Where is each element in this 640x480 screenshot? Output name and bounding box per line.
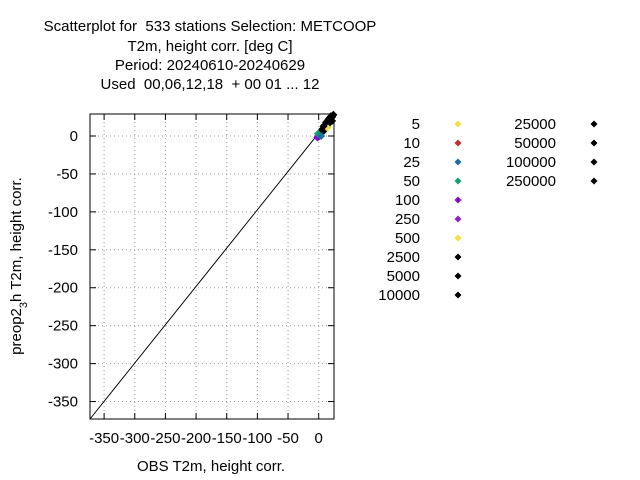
y-tick-label: -50 [56,166,78,183]
data-point [317,132,326,141]
x-tick-label: -350 [89,430,119,447]
legend-label: 50 [403,173,420,190]
legend-marker [590,139,598,147]
legend-marker [590,120,598,128]
y-tick-label: -150 [48,242,78,259]
y-tick-label: -300 [48,356,78,373]
x-axis-label: OBS T2m, height corr. [137,458,285,475]
legend-marker [454,177,462,185]
grid-lines [90,114,334,419]
legend-label: 100 [395,192,420,209]
chart-title-line-1: Scatterplot for 533 stations Selection: … [43,18,377,35]
x-tick-label: -250 [150,430,180,447]
x-tick-label: -300 [120,430,150,447]
x-tick-label: -50 [277,430,299,447]
x-tick-label: -200 [181,430,211,447]
chart-title-line-2: T2m, height corr. [deg C] [127,38,293,55]
y-tick-label: -250 [48,318,78,335]
legend-marker [454,120,462,128]
y-axis-label-sub: 3 [18,302,30,308]
y-axis-label: preop23h T2m, height corr. [8,177,30,355]
legend-label: 10000 [378,287,420,304]
x-tick-label: 0 [315,430,323,447]
identity-line [89,113,335,420]
reference-line-layer [89,113,335,420]
legend-label: 100000 [506,154,556,171]
legend-label: 500 [395,230,420,247]
legend: 5 10 25 50 100 250 500 2500 5000 10000 25000 50000 1… [378,116,598,304]
legend-label: 25000 [514,116,556,133]
chart-title-line-4: Used 00,06,12,18 + 00 01 ... 12 [100,76,320,93]
y-axis-label-rest: h T2m, height corr. [8,177,25,302]
legend-label: 2500 [387,249,420,266]
chart-title-line-3: Period: 20240610-20240629 [114,57,306,74]
legend-label: 250000 [506,173,556,190]
legend-label: 25 [403,154,420,171]
plot-frame [89,113,335,420]
legend-marker [454,139,462,147]
legend-label: 5 [412,116,420,133]
data-points [313,110,338,142]
legend-marker [454,272,462,280]
y-tick-label: 0 [70,128,78,145]
legend-marker [454,253,462,261]
data-point [319,122,328,131]
legend-label: 10 [403,135,420,152]
legend-label: 250 [395,211,420,228]
legend-marker [454,158,462,166]
legend-marker [590,177,598,185]
x-tick-label: -150 [212,430,242,447]
legend-marker [454,234,462,242]
y-axis-label-main: preop2 [8,308,25,355]
legend-marker [454,215,462,223]
axis-ticks: -350 -300 -250 -200 -150 -100 -50 00-50-100-150… [48,114,334,447]
legend-marker [454,291,462,299]
y-tick-label: -100 [48,204,78,221]
x-tick-label: -100 [242,430,272,447]
legend-marker [454,196,462,204]
y-tick-label: -200 [48,280,78,297]
legend-marker [590,158,598,166]
legend-label: 5000 [387,268,420,285]
legend-label: 50000 [514,135,556,152]
y-tick-label: -350 [48,394,78,411]
